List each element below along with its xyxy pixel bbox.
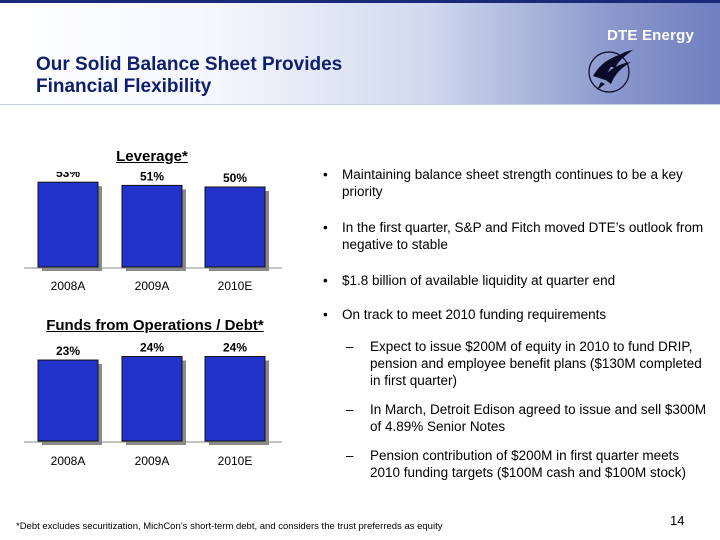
slide-header: Our Solid Balance Sheet Provides Financi… [0,0,720,105]
bar-2008A [37,359,99,442]
bullet-item: In the first quarter, S&P and Fitch move… [318,219,708,253]
tick-label: 2010E [218,279,253,293]
chart-title: Leverage* [116,148,188,165]
data-label: 23% [56,344,80,358]
leverage-chart: Leverage* 53% 2008A 51% 2009A 50% 2010E [0,148,300,298]
data-label: 24% [140,341,164,355]
tick-label: 2008A [51,454,86,468]
page-number: 14 [670,513,685,528]
data-label: 50% [223,172,247,185]
tick-label: 2009A [135,279,170,293]
bar-2010E [204,186,266,268]
bar-2010E [204,356,266,442]
dte-energy-logo-text: DTE Energy [607,27,695,44]
tick-label: 2008A [51,279,86,293]
bar-2009A [121,184,183,268]
bar-2008A [37,181,99,268]
data-label: 24% [223,341,247,355]
slide-title-line-2: Financial Flexibility [36,76,212,97]
tick-label: 2009A [135,454,170,468]
slide-title-line-1: Our Solid Balance Sheet Provides [36,54,343,75]
sub-bullet-item: Expect to issue $200M of equity in 2010 … [318,338,708,389]
ffo-debt-chart-svg: 23% 2008A 24% 2009A 24% 2010E [24,341,282,468]
dte-spirit-logo-icon [588,50,633,93]
bullet-item: On track to meet 2010 funding requiremen… [318,306,708,323]
sub-bullet-item: Pension contribution of $200M in first q… [318,447,708,481]
bar-2009A [121,356,183,442]
chart-title: Funds from Operations / Debt* [46,317,264,334]
footnote: *Debt excludes securitization, MichCon’s… [16,521,443,532]
slide-title: Our Solid Balance Sheet Provides Financi… [36,54,342,98]
tick-label: 2010E [218,454,253,468]
bullet-item: $1.8 billion of available liquidity at q… [318,272,708,289]
data-label: 53% [56,172,80,180]
leverage-chart-svg: 53% 2008A 51% 2009A 50% 2010E [24,172,282,293]
data-label: 51% [140,172,164,183]
bullet-list: Maintaining balance sheet strength conti… [318,166,708,493]
sub-bullet-item: In March, Detroit Edison agreed to issue… [318,401,708,435]
ffo-debt-chart: Funds from Operations / Debt* 23% 2008A 24… [0,317,300,477]
bullet-item: Maintaining balance sheet strength conti… [318,166,708,200]
header-accent-line [0,0,720,3]
